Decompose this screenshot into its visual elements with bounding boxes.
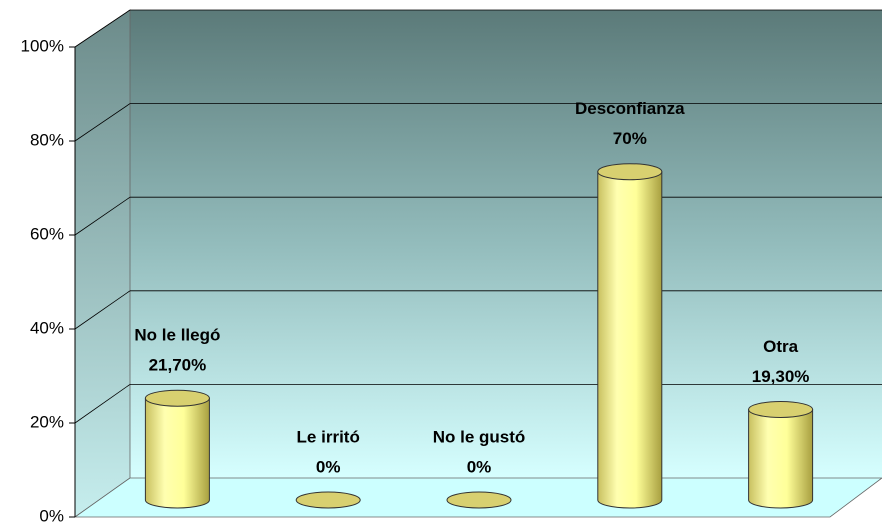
- bar-top: [446, 491, 512, 509]
- grid-line: [74, 103, 131, 142]
- data-label: 21,70%: [149, 356, 207, 375]
- bar-body: [597, 171, 663, 509]
- category-label: No le llegó: [134, 326, 220, 345]
- y-tick-label: 80%: [30, 130, 64, 149]
- data-label: 19,30%: [752, 367, 810, 386]
- y-tick-label: 100%: [21, 36, 64, 55]
- data-label: 0%: [467, 457, 492, 476]
- bar-body: [748, 408, 814, 509]
- grid-line: [74, 290, 131, 330]
- bar-top: [144, 389, 210, 407]
- bar-top: [748, 400, 814, 418]
- category-label: Desconfianza: [575, 99, 685, 118]
- bar-top: [597, 163, 663, 181]
- category-label: Otra: [763, 337, 799, 356]
- bar: [295, 491, 361, 509]
- bar-body: [144, 397, 210, 509]
- side-wall: [74, 9, 131, 518]
- back-wall: [130, 10, 882, 478]
- category-label: No le gustó: [433, 427, 526, 446]
- bar: [446, 491, 512, 509]
- bar: [748, 400, 814, 509]
- bar: [597, 163, 663, 509]
- category-label: Le irritó: [297, 427, 360, 446]
- data-label: 0%: [316, 457, 341, 476]
- bar-top: [295, 491, 361, 509]
- y-tick-label: 20%: [30, 412, 64, 431]
- grid-line: [74, 196, 131, 236]
- bar: [144, 389, 210, 509]
- data-label: 70%: [613, 129, 647, 148]
- y-tick-label: 40%: [30, 318, 64, 337]
- y-tick-label: 0%: [39, 506, 64, 525]
- grid-line: [74, 384, 131, 424]
- grid-line: [74, 9, 131, 48]
- y-tick-label: 60%: [30, 224, 64, 243]
